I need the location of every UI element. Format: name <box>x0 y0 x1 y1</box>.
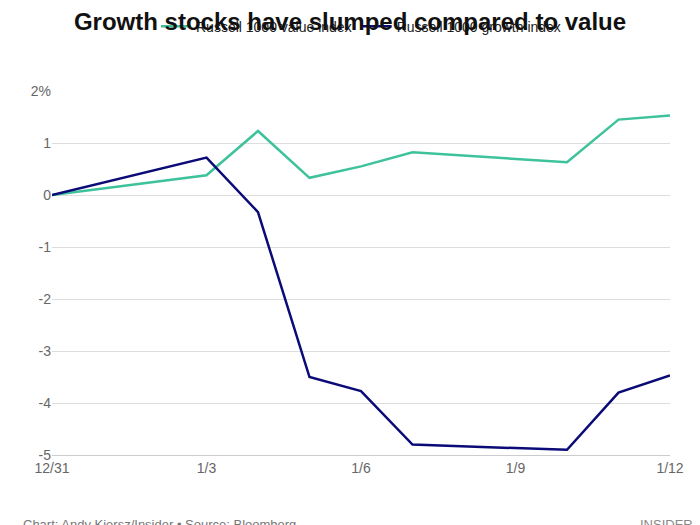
svg-text:INSIDER: INSIDER <box>640 517 693 525</box>
svg-text:Chart: Andy Kiersz/Insider • S: Chart: Andy Kiersz/Insider • Source: Blo… <box>23 517 296 525</box>
svg-text:-4: -4 <box>39 395 52 411</box>
svg-text:Growth stocks have slumped com: Growth stocks have slumped compared to v… <box>74 8 626 35</box>
svg-text:Russell 1000 value index: Russell 1000 value index <box>196 19 352 35</box>
svg-text:1/6: 1/6 <box>351 460 371 476</box>
svg-text:-1: -1 <box>39 239 52 255</box>
svg-text:2%: 2% <box>31 83 51 99</box>
svg-text:12/31: 12/31 <box>34 460 69 476</box>
svg-text:1/12: 1/12 <box>656 460 683 476</box>
svg-text:1/3: 1/3 <box>197 460 217 476</box>
svg-text:-2: -2 <box>39 291 52 307</box>
svg-text:-3: -3 <box>39 343 52 359</box>
svg-text:-5: -5 <box>39 447 52 463</box>
svg-text:0: 0 <box>43 187 51 203</box>
svg-text:1: 1 <box>43 135 51 151</box>
svg-text:1/9: 1/9 <box>506 460 526 476</box>
svg-text:Russell 1000 growth index: Russell 1000 growth index <box>397 19 561 35</box>
